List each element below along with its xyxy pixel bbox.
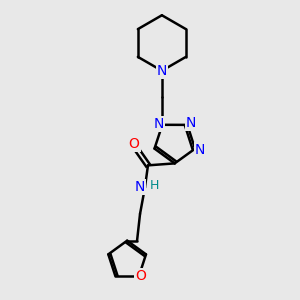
Text: O: O bbox=[129, 136, 140, 151]
Text: N: N bbox=[195, 143, 205, 157]
Text: O: O bbox=[135, 269, 146, 284]
Text: N: N bbox=[153, 117, 164, 131]
Text: N: N bbox=[157, 64, 167, 78]
Text: H: H bbox=[150, 179, 160, 192]
Text: N: N bbox=[135, 180, 145, 194]
Text: N: N bbox=[186, 116, 196, 130]
